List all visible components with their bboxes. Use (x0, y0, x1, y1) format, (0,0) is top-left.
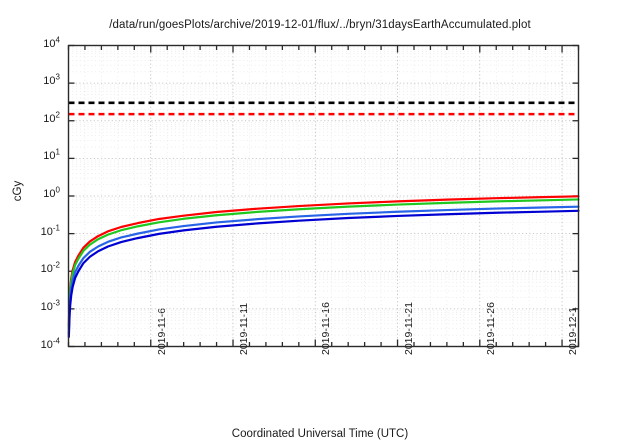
data-series (67, 195, 580, 338)
y-tick-label: 10-4 (40, 335, 60, 351)
grid-lines (68, 45, 579, 347)
x-axis-label: Coordinated Universal Time (UTC) (231, 428, 409, 440)
plot-title: /data/run/goesPlots/archive/2019-12-01/f… (109, 19, 531, 31)
plot-frame (67, 44, 580, 348)
dark-blue-accumulated-dose (67, 209, 580, 338)
y-tick-label: 101 (43, 147, 60, 163)
y-tick-label: 103 (43, 72, 60, 88)
y-tick-label: 10-3 (40, 298, 60, 313)
y-tick-label: 104 (43, 34, 60, 50)
threshold-lines (68, 101, 579, 116)
light-blue-accumulated-dose (67, 205, 580, 335)
y-tick-label: 100 (43, 185, 60, 200)
y-tick-label: 10-2 (40, 260, 60, 276)
y-tick-label: 10-1 (40, 222, 60, 238)
green-accumulated-dose (67, 198, 580, 330)
y-tick-label: 102 (43, 110, 60, 125)
